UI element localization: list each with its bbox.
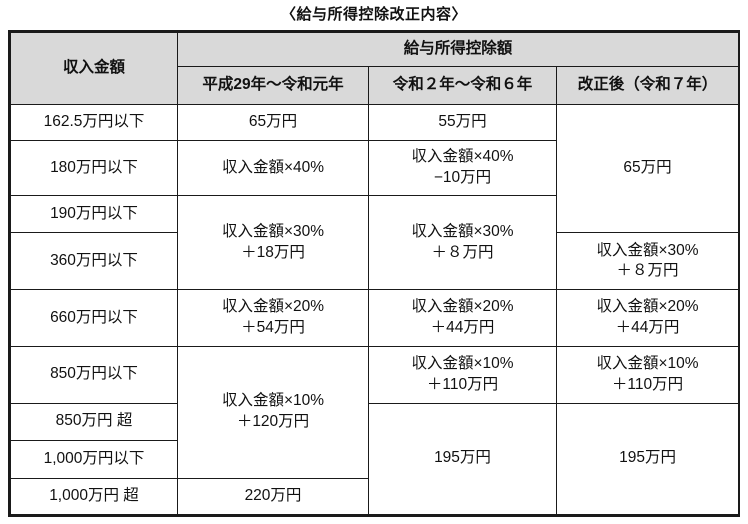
header-period-old: 平成29年〜令和元年: [177, 66, 369, 106]
deduction-table: 収入金額 給与所得控除額 平成29年〜令和元年 令和２年〜令和６年 改正後（令和…: [10, 31, 740, 516]
cell-new-2: 収入金額×30% ＋８万円: [555, 232, 740, 291]
cell-income-4: 360万円以下: [10, 232, 178, 291]
table-row: 360万円以下 収入金額×30% ＋８万円: [10, 232, 740, 291]
cell-income-3: 190万円以下: [10, 195, 178, 234]
cell-income-6: 850万円以下: [10, 345, 178, 404]
table-row: 180万円以下 収入金額×40% 収入金額×40% −10万円: [10, 140, 739, 197]
cell-new-1: 65万円: [555, 104, 740, 234]
cell-mid-6: 195万円: [368, 402, 557, 516]
cell-income-7: 850万円 超: [10, 402, 178, 441]
page-title: 〈給与所得控除改正内容〉: [280, 6, 467, 23]
cell-old-1: 65万円: [177, 104, 369, 142]
cell-old-3: 収入金額×30% ＋18万円: [177, 195, 369, 291]
table-row: 850万円以下 収入金額×10% ＋120万円 収入金額×10% ＋110万円 …: [10, 345, 740, 479]
header-row-2: 平成29年〜令和元年 令和２年〜令和６年 改正後（令和７年）: [11, 66, 740, 106]
header-period-new: 改正後（令和７年）: [555, 66, 740, 106]
cell-new-3: 収入金額×20% ＋44万円: [555, 289, 740, 347]
header-row-1: 収入金額 給与所得控除額: [10, 31, 740, 106]
table-row: 190万円以下 収入金額×30% ＋18万円 収入金額×30% ＋８万円: [10, 195, 739, 291]
cell-old-4: 収入金額×20% ＋54万円: [177, 289, 369, 347]
cell-new-5: 195万円: [555, 402, 740, 516]
cell-mid-5: 収入金額×10% ＋110万円: [368, 345, 557, 404]
header-deduction: 給与所得控除額: [176, 31, 740, 68]
cell-income-1: 162.5万円以下: [10, 104, 178, 142]
cell-old-2: 収入金額×40%: [177, 140, 369, 197]
table-row: 1,000万円 超 220万円: [10, 477, 739, 516]
table-row: 162.5万円以下 65万円 55万円 65万円: [10, 104, 740, 234]
deduction-table-border: 収入金額 給与所得控除額 平成29年〜令和元年 令和２年〜令和６年 改正後（令和…: [8, 30, 740, 517]
cell-new-4: 収入金額×10% ＋110万円: [555, 345, 740, 404]
cell-mid-4: 収入金額×20% ＋44万円: [368, 289, 557, 347]
table-row: 660万円以下 収入金額×20% ＋54万円 収入金額×20% ＋44万円 収入…: [10, 289, 740, 347]
header-period-mid: 令和２年〜令和６年: [368, 66, 557, 106]
cell-mid-1: 55万円: [368, 104, 557, 142]
cell-mid-2: 収入金額×40% −10万円: [368, 140, 557, 197]
table-row: 850万円 超 195万円 195万円: [10, 402, 740, 516]
cell-income-8: 1,000万円以下: [10, 439, 178, 479]
cell-income-9: 1,000万円 超: [10, 477, 178, 516]
cell-old-6: 220万円: [177, 477, 369, 516]
header-income: 収入金額: [10, 31, 178, 106]
cell-mid-3: 収入金額×30% ＋８万円: [368, 195, 557, 291]
cell-income-2: 180万円以下: [10, 140, 178, 197]
cell-income-5: 660万円以下: [10, 289, 178, 347]
cell-old-5: 収入金額×10% ＋120万円: [177, 345, 369, 479]
